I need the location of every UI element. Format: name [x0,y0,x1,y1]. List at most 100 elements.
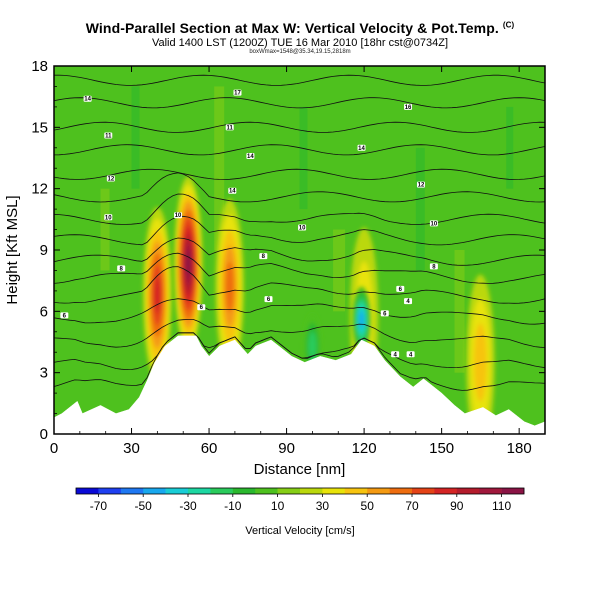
x-tick-label: 0 [50,440,58,457]
isentropes [54,74,545,391]
isentrope-line [54,332,545,371]
isentrope-label-text: 6 [399,287,403,293]
colorbar-tick-label: 90 [450,499,464,513]
isentrope-label-bg [60,312,69,319]
x-tick-label: 30 [123,440,140,457]
isentrope-label-text: 6 [63,313,67,319]
x-tick-label: 60 [201,440,218,457]
isentrope-label-bg [380,310,389,317]
isentrope-label-bg [228,187,237,194]
isentrope-label-bg [106,175,115,182]
isentrope-label-bg [264,296,273,303]
colorbar-swatch [76,488,99,494]
isentrope-label: 6 [60,312,69,319]
core-contour [225,261,234,312]
x-axis-label: Distance [nm] [254,461,346,478]
chart-fineprint: boxWmax=1548@35.34,19.15,2818m [249,49,351,55]
isentrope-label-bg [298,224,307,231]
isentrope-label: 8 [117,265,126,272]
texture-streak [333,229,346,312]
texture-streak [299,106,308,210]
isentrope-label-bg [396,285,405,292]
core-contour [154,276,161,314]
texture-streak [454,250,465,373]
x-tick-label: 180 [507,440,532,457]
isentrope-label: 10 [429,220,438,227]
colorbar-swatch [143,488,166,494]
colorbar-tick-label: 10 [271,499,285,513]
colorbar-swatch [98,488,122,494]
isentrope-label: 11 [225,124,234,131]
isentrope-label-text: 6 [383,311,387,317]
isentrope-label-bg [233,89,242,96]
colorbar-tick-label: -10 [224,499,242,513]
isentrope-label: 10 [298,224,307,232]
isentrope-label-text: 14 [84,97,91,103]
texture-streak [100,188,110,271]
chart-subtitle: Valid 1400 LST (1200Z) TUE 16 Mar 2010 [… [0,37,600,49]
y-axis-label: Height [Kft MSL] [4,195,21,304]
isentrope-label-bg [246,152,255,159]
isentrope-label-text: 12 [108,176,115,182]
isentrope-label-bg [117,265,126,272]
isentrope-label: 6 [197,304,206,311]
colorbar-swatch [232,488,256,494]
isentrope-label-bg [429,220,438,227]
isentrope-line [54,298,545,325]
isentrope-label-bg [174,212,183,219]
isentrope-label-text: 4 [406,299,410,305]
isentrope-label-bg [259,253,268,260]
isentrope-label: 14 [246,152,255,160]
isentrope-label-text: 8 [120,266,124,272]
isentrope-label-text: 4 [393,352,397,358]
isentrope-label-bg [391,351,400,358]
isentrope-label: 4 [406,351,415,358]
core-contour [308,331,317,361]
isentrope-label-bg [416,181,425,188]
isentrope-label-bg [225,124,234,131]
colorbar-swatch [367,488,390,494]
isentrope-line [54,193,545,225]
isentrope-label: 12 [416,181,425,189]
isentrope-label-text: 11 [227,125,234,131]
isentrope-label-text: 17 [234,91,241,97]
isentrope-label: 16 [404,103,413,111]
isentrope-label: 8 [259,253,268,260]
isentrope-label-bg [104,214,113,221]
colorbar-swatch [120,488,144,494]
terrain-mask [54,335,545,434]
texture-streak [506,106,514,189]
isentrope-label-text: 14 [358,146,365,152]
core-contour [359,311,364,328]
colorbar-tick-label: 30 [316,499,330,513]
isentrope-line [54,74,545,86]
isentrope-label: 14 [357,144,366,152]
colorbar-swatch [210,488,234,494]
isentrope-label-text: 10 [175,213,182,219]
colorbar-tick-label: 110 [492,499,511,513]
colorbar-swatch [412,488,435,494]
isentrope-label: 10 [174,212,183,219]
isentrope-line [54,121,545,133]
isentrope-label-text: 10 [431,221,438,227]
y-tick-label: 0 [40,426,48,443]
y-tick-label: 18 [31,58,48,75]
axes: 0 30 60 90 120 150 180 0 3 6 9 12 15 18 Distance [nm] H… [4,58,546,478]
y-tick-label: 9 [40,242,48,259]
isentrope-label-bg [83,95,92,102]
isentrope-label: 8 [429,263,438,270]
isentrope-label-text: 8 [432,264,436,270]
colorbar-tick-label: 70 [405,499,419,513]
colorbar-swatch [165,488,189,494]
isentrope-label-text: 6 [200,305,204,311]
y-tick-label: 12 [31,181,48,198]
colorbar-tick-label: -70 [90,499,108,513]
colorbar-swatch [322,488,346,494]
isentrope-label-text: 12 [418,183,425,189]
isentrope-label: 10 [104,214,113,221]
texture-streak [214,86,225,250]
